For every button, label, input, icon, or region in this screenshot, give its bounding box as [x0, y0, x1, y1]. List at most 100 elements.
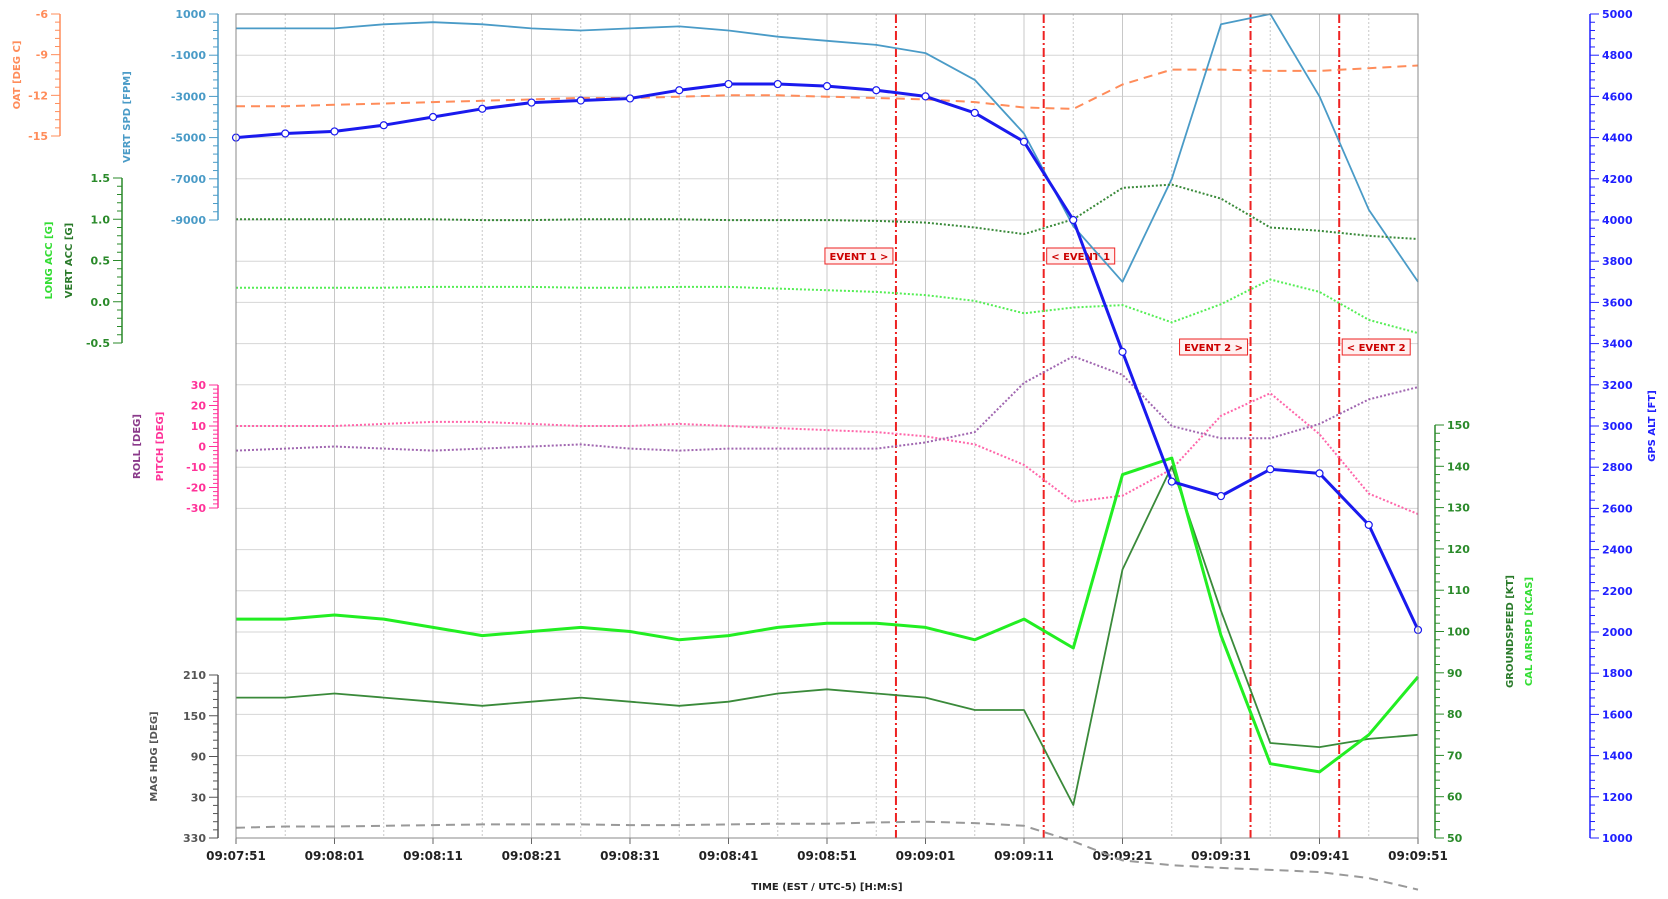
event-label-box — [1046, 247, 1116, 265]
axis-tick-label: -7000 — [171, 173, 207, 186]
x-axis-title: TIME (EST / UTC-5) [H:M:S] — [751, 882, 902, 893]
axis-title: PITCH [DEG] — [155, 412, 166, 482]
axis-tick-label: -10 — [186, 461, 206, 474]
axis-tick-label: 2400 — [1602, 544, 1633, 557]
axis-spd: 150 140 130 120 110 100 90 80 70 60 50 GROUNDSPEED … — [1434, 419, 1535, 845]
event-label: EVENT 1 > — [829, 252, 888, 263]
series-point — [428, 112, 438, 122]
axis-tick-label: 70 — [1447, 749, 1463, 762]
axis-tick-label: 1.0 — [91, 213, 111, 226]
series-point — [1118, 347, 1127, 356]
axis-tick-label: 3800 — [1602, 255, 1633, 268]
x-tick-label: 09:08:51 — [797, 849, 857, 863]
series-layer — [231, 13, 1423, 891]
axis-tick-label: 0 — [198, 441, 206, 454]
axis-tick-label: 2800 — [1602, 461, 1633, 474]
event-label: < EVENT 2 — [1347, 343, 1406, 354]
axis-tick-label: 30 — [191, 791, 207, 804]
series-line — [236, 392, 1419, 516]
axis-tick-label: 60 — [1447, 791, 1463, 804]
plot-frame — [235, 13, 1419, 839]
series-line — [236, 456, 1420, 774]
axis-tick-label: 4600 — [1602, 90, 1633, 103]
axis-tick-label: 90 — [191, 751, 207, 764]
axis-att: 30 20 10 0 -10 -20 -30 ROLL [DEG] PITCH [DEG] — [132, 379, 219, 515]
axis-tick-label: 3000 — [1602, 420, 1633, 433]
axis-tick-label: 150 — [1447, 419, 1470, 432]
axis-tick-label: 1200 — [1602, 791, 1633, 804]
series-point — [872, 86, 881, 95]
x-tick-label: 09:09:11 — [994, 849, 1054, 863]
axis-tick-label: 20 — [191, 400, 207, 413]
series-line — [236, 183, 1419, 241]
series-line — [235, 820, 1419, 891]
series-point — [724, 79, 733, 89]
x-tick-label: 09:08:31 — [600, 849, 660, 863]
axis-tick-label: 150 — [183, 710, 206, 723]
x-tick-label: 09:08:11 — [403, 849, 463, 863]
series-point — [970, 108, 979, 117]
series-point — [379, 121, 388, 130]
axis-title: GPS ALT [FT] — [1647, 390, 1658, 462]
axis-tick-label: 1000 — [1602, 832, 1633, 845]
series-point — [1216, 491, 1226, 501]
axis-tick-label: 2600 — [1602, 502, 1633, 515]
axis-tick-label: 3600 — [1602, 296, 1633, 309]
axis-acc: 1.5 1.0 0.5 0.0 -0.5 LONG ACC [G] VERT ACC [G] — [44, 172, 123, 350]
series-point — [773, 79, 782, 89]
x-tick-label: 09:09:01 — [896, 849, 956, 863]
axis-tick-label: -0.5 — [86, 337, 110, 350]
axis-tick-label: -9000 — [171, 214, 207, 227]
event-label-box — [1341, 338, 1411, 356]
x-tick-label: 09:09:51 — [1388, 849, 1448, 863]
axis-tick-label: 1800 — [1602, 667, 1633, 680]
axis-tick-label: 1.5 — [91, 172, 111, 185]
series-point — [1364, 520, 1373, 529]
series-point — [1315, 469, 1324, 478]
axis-tick-label: 4200 — [1602, 173, 1633, 186]
axis-tick-label: 0.0 — [91, 296, 111, 309]
event-label-box — [824, 247, 894, 265]
series-point — [1069, 215, 1078, 225]
axis-title: MAG HDG [DEG] — [149, 711, 160, 801]
axis-alt: 5000 4800 4600 4400 4200 4000 3800 3600 3400 3200… — [1589, 8, 1658, 845]
series-point — [281, 129, 290, 138]
axis-tick-label: 1000 — [175, 8, 206, 21]
axis-tick-label: -3000 — [171, 90, 207, 103]
x-tick-label: 09:08:01 — [305, 849, 365, 863]
series-line — [236, 278, 1419, 335]
axis-vs: 1000 -1000 -3000 -5000 -7000 -9000 VERT SPD [F… — [122, 8, 219, 227]
series-point — [822, 81, 832, 91]
series-point — [1167, 477, 1176, 486]
series-point — [478, 104, 487, 113]
axis-tick-label: 80 — [1447, 708, 1463, 721]
axis-tick-label: 4000 — [1602, 214, 1633, 227]
grid-layer — [235, 13, 1419, 839]
axis-tick-label: -1000 — [171, 49, 207, 62]
axis-tick-label: 130 — [1447, 502, 1470, 515]
axis-tick-label: -6 — [36, 8, 49, 21]
axis-title: VERT SPD [FPM] — [122, 71, 133, 163]
series-point — [1019, 137, 1029, 146]
axis-title: CAL AIRSPD [KCAS] — [1524, 577, 1535, 686]
series-point — [330, 127, 339, 136]
axis-tick-label: -30 — [186, 502, 206, 515]
axis-tick-label: -15 — [28, 130, 48, 143]
axis-tick-label: 90 — [1447, 667, 1463, 680]
axis-title: OAT [DEG C] — [12, 41, 23, 110]
axis-title: GROUNDSPEED [KT] — [1505, 575, 1516, 688]
series-line — [236, 13, 1419, 283]
axis-tick-label: 4800 — [1602, 49, 1633, 62]
axis-tick-label: 0.5 — [91, 255, 111, 268]
axis-tick-label: 3400 — [1602, 338, 1633, 351]
axis-tick-label: 50 — [1447, 832, 1463, 845]
axis-hdg: 210 150 90 30 330 MAG HDG [DEG] — [149, 669, 219, 845]
event-label: EVENT 2 > — [1184, 343, 1243, 354]
series-point — [576, 96, 585, 105]
axis-tick-label: 110 — [1447, 584, 1470, 597]
axis-tick-label: -20 — [186, 482, 206, 495]
axis-tick-label: 210 — [183, 669, 206, 682]
